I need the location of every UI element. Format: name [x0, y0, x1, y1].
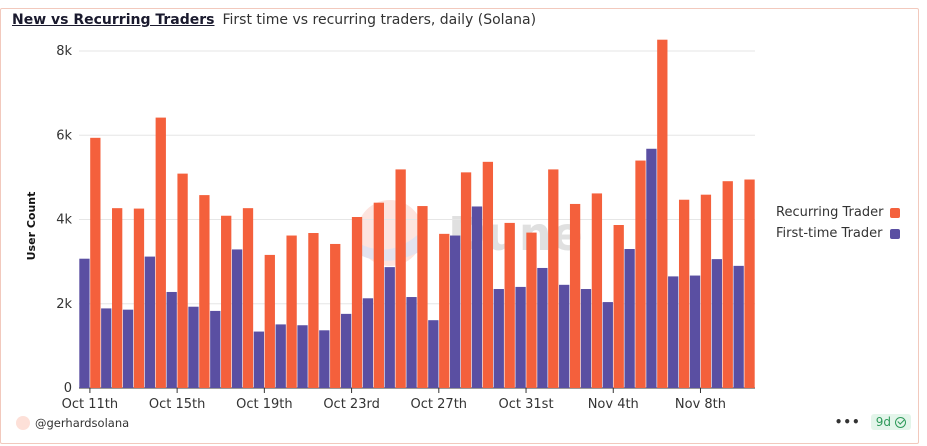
legend-swatch-first-time [889, 228, 900, 239]
bar-first-time[interactable] [624, 249, 635, 388]
bar-first-time[interactable] [559, 284, 570, 388]
bar-recurring[interactable] [700, 194, 712, 388]
bar-recurring[interactable] [482, 161, 494, 388]
bar-recurring[interactable] [351, 217, 363, 388]
legend: Recurring Trader First-time Trader [776, 202, 901, 244]
x-tick-label: Oct 15th [149, 397, 206, 412]
bar-first-time[interactable] [450, 235, 461, 388]
bars [79, 39, 755, 388]
bar-first-time[interactable] [471, 206, 483, 388]
bar-first-time[interactable] [711, 259, 722, 388]
bar-recurring[interactable] [112, 208, 123, 388]
avatar [16, 416, 30, 430]
y-tick-label: 2k [56, 297, 72, 312]
more-options-icon[interactable]: ••• [834, 415, 861, 429]
bar-recurring[interactable] [308, 233, 319, 388]
legend-swatch-recurring [890, 207, 901, 218]
author-name: @gerhardsolana [35, 416, 130, 430]
bar-first-time[interactable] [406, 297, 417, 388]
legend-label-first-time: First-time Trader [776, 226, 883, 241]
x-tick-label: Oct 19th [236, 397, 293, 412]
bar-recurring[interactable] [548, 169, 559, 388]
legend-item-first-time[interactable]: First-time Trader [776, 223, 900, 244]
x-tick-label: Oct 23rd [323, 397, 380, 412]
bar-recurring[interactable] [373, 202, 384, 388]
bar-recurring[interactable] [635, 160, 646, 388]
check-circle-icon [895, 416, 906, 428]
bar-recurring[interactable] [526, 232, 537, 388]
bar-recurring[interactable] [460, 172, 472, 388]
bar-recurring[interactable] [613, 225, 624, 388]
bar-recurring[interactable] [264, 254, 275, 388]
bar-recurring[interactable] [155, 117, 166, 388]
bar-first-time[interactable] [362, 298, 374, 388]
y-tick-label: 6k [56, 128, 72, 143]
bar-first-time[interactable] [689, 275, 701, 388]
bar-recurring[interactable] [395, 169, 406, 388]
bar-first-time[interactable] [602, 302, 613, 388]
bar-first-time[interactable] [733, 265, 744, 388]
refresh-age-badge[interactable]: 9d [870, 414, 911, 430]
chart-header: New vs Recurring Traders First time vs re… [12, 12, 536, 32]
y-axis-label: User Count [25, 192, 38, 261]
x-axis: Oct 11th Oct 15th Oct 19th Oct 23rd Oct 27th… [62, 388, 726, 412]
bar-first-time[interactable] [428, 320, 439, 388]
bar-first-time[interactable] [101, 308, 112, 388]
bar-first-time[interactable] [537, 267, 548, 388]
bar-first-time[interactable] [646, 148, 657, 388]
bar-first-time[interactable] [340, 313, 352, 388]
y-tick-label: 8k [56, 44, 72, 59]
bar-first-time[interactable] [384, 267, 395, 388]
bar-first-time[interactable] [188, 306, 199, 388]
bar-recurring[interactable] [221, 215, 232, 388]
bar-recurring[interactable] [242, 208, 254, 388]
x-tick-label: Nov 8th [675, 397, 726, 412]
bar-first-time[interactable] [122, 309, 134, 388]
x-tick-label: Oct 31st [499, 397, 554, 412]
bar-recurring[interactable] [199, 195, 210, 388]
x-tick-label: Oct 27th [411, 397, 468, 412]
refresh-age-text: 9d [875, 415, 891, 429]
chart-subtitle: First time vs recurring traders, daily (… [222, 12, 537, 28]
bar-first-time[interactable] [144, 256, 156, 388]
y-axis: 0 2k 4k 6k 8k [56, 44, 72, 396]
x-tick-label: Oct 11th [62, 397, 119, 412]
y-tick-label: 4k [56, 213, 72, 228]
bar-recurring[interactable] [569, 203, 581, 388]
y-tick-label: 0 [64, 381, 72, 396]
bar-first-time[interactable] [515, 286, 526, 388]
bar-recurring[interactable] [177, 173, 188, 388]
bar-recurring[interactable] [417, 206, 428, 388]
bar-first-time[interactable] [493, 289, 504, 388]
footer-actions: ••• 9d [835, 414, 911, 430]
bar-first-time[interactable] [253, 331, 265, 388]
bar-recurring[interactable] [286, 235, 297, 388]
legend-item-recurring[interactable]: Recurring Trader [776, 202, 901, 223]
legend-label-recurring: Recurring Trader [776, 205, 884, 220]
bar-recurring[interactable] [678, 199, 690, 388]
bar-recurring[interactable] [504, 222, 515, 388]
bar-first-time[interactable] [231, 249, 243, 388]
bar-first-time[interactable] [319, 330, 330, 388]
bar-recurring[interactable] [722, 181, 733, 388]
bar-first-time[interactable] [580, 289, 592, 388]
bar-first-time[interactable] [275, 324, 286, 388]
bar-recurring[interactable] [744, 179, 755, 388]
bar-first-time[interactable] [210, 310, 221, 388]
x-tick-label: Nov 4th [588, 397, 639, 412]
bar-recurring[interactable] [591, 193, 603, 388]
bar-first-time[interactable] [297, 325, 308, 388]
bar-recurring[interactable] [657, 39, 668, 388]
bar-first-time[interactable] [668, 276, 679, 388]
bar-recurring[interactable] [330, 243, 341, 388]
bar-recurring[interactable] [133, 208, 145, 388]
bar-recurring[interactable] [90, 137, 101, 388]
bar-first-time[interactable] [79, 258, 90, 388]
chart-title[interactable]: New vs Recurring Traders [12, 12, 215, 28]
bar-recurring[interactable] [439, 233, 450, 388]
bar-first-time[interactable] [166, 291, 177, 388]
author-link[interactable]: @gerhardsolana [16, 416, 129, 430]
